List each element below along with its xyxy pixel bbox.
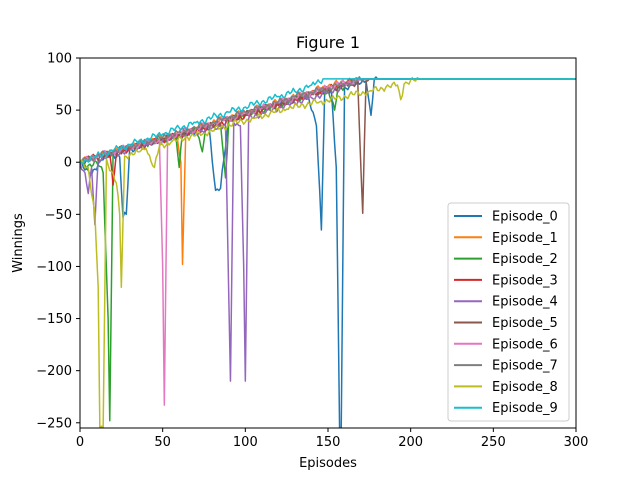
x-tick-label: 50 (154, 435, 171, 450)
y-axis-label: Winnings (11, 213, 26, 273)
legend-entry-label: Episode_4 (492, 295, 558, 310)
legend-entry-label: Episode_6 (492, 337, 558, 352)
y-tick-label: −100 (36, 260, 72, 275)
legend-box (447, 202, 570, 422)
x-tick-label: 300 (564, 435, 589, 450)
x-axis-label: Episodes (299, 456, 357, 471)
legend-entry-label: Episode_2 (492, 252, 558, 267)
axis-ticks: 0 50 100 150 200 250 300 −250 −200 −150 −100 −50 0 50… (36, 52, 588, 451)
chart-title: Figure 1 (296, 33, 360, 52)
legend: Episode_0 Episode_1 Episode_2 Episode_3 Epis… (447, 202, 570, 422)
legend-entry-label: Episode_3 (492, 273, 558, 288)
y-tick-label: −150 (36, 312, 72, 327)
y-tick-label: 100 (47, 52, 72, 67)
y-tick-label: 50 (55, 104, 72, 119)
x-tick-label: 200 (398, 435, 423, 450)
x-tick-label: 150 (316, 435, 341, 450)
x-tick-label: 100 (233, 435, 258, 450)
series-line-episode-9 (80, 78, 576, 165)
x-tick-label: 0 (76, 435, 84, 450)
x-tick-label: 250 (481, 435, 506, 450)
legend-entry-label: Episode_7 (492, 359, 558, 374)
y-tick-label: −50 (45, 208, 72, 223)
y-tick-label: −250 (36, 416, 72, 431)
legend-entry-label: Episode_5 (492, 316, 558, 331)
legend-entry-label: Episode_0 (492, 210, 558, 225)
legend-entry-label: Episode_8 (492, 380, 558, 395)
y-tick-label: −200 (36, 364, 72, 379)
y-tick-label: 0 (64, 156, 72, 171)
legend-entry-label: Episode_1 (492, 231, 558, 246)
legend-entry-label: Episode_9 (492, 401, 558, 416)
series-layer (80, 76, 576, 428)
